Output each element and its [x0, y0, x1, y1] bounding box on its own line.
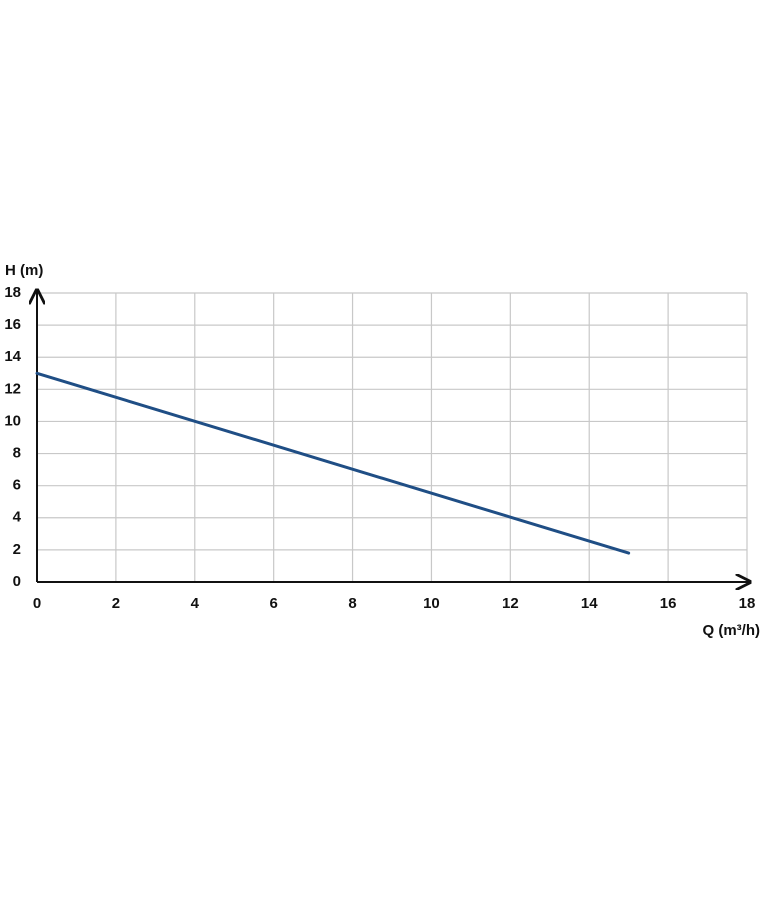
x-tick-label: 0 [33, 595, 41, 612]
x-tick-label: 18 [739, 595, 756, 612]
x-tick-label: 14 [581, 595, 598, 612]
y-axis-label: H (m) [5, 262, 43, 279]
x-tick-label: 4 [191, 595, 200, 612]
x-tick-label: 6 [269, 595, 277, 612]
x-tick-label: 12 [502, 595, 519, 612]
y-tick-label: 10 [4, 412, 21, 429]
y-tick-label: 12 [4, 380, 21, 397]
y-tick-label: 16 [4, 316, 21, 333]
x-tick-label: 2 [112, 595, 120, 612]
y-tick-label: 14 [4, 348, 21, 365]
y-tick-label: 18 [4, 284, 21, 301]
y-tick-label: 6 [13, 477, 21, 494]
x-tick-label: 16 [660, 595, 677, 612]
line [35, 371, 631, 555]
y-tick-label: 8 [13, 445, 21, 462]
x-tick-label: 10 [423, 595, 440, 612]
x-axis-label: Q (m³/h) [703, 622, 761, 639]
y-tick-label: 4 [13, 509, 22, 526]
x-tick-label: 8 [348, 595, 356, 612]
y-tick-label: 2 [13, 541, 21, 558]
y-tick-label: 0 [13, 573, 21, 590]
